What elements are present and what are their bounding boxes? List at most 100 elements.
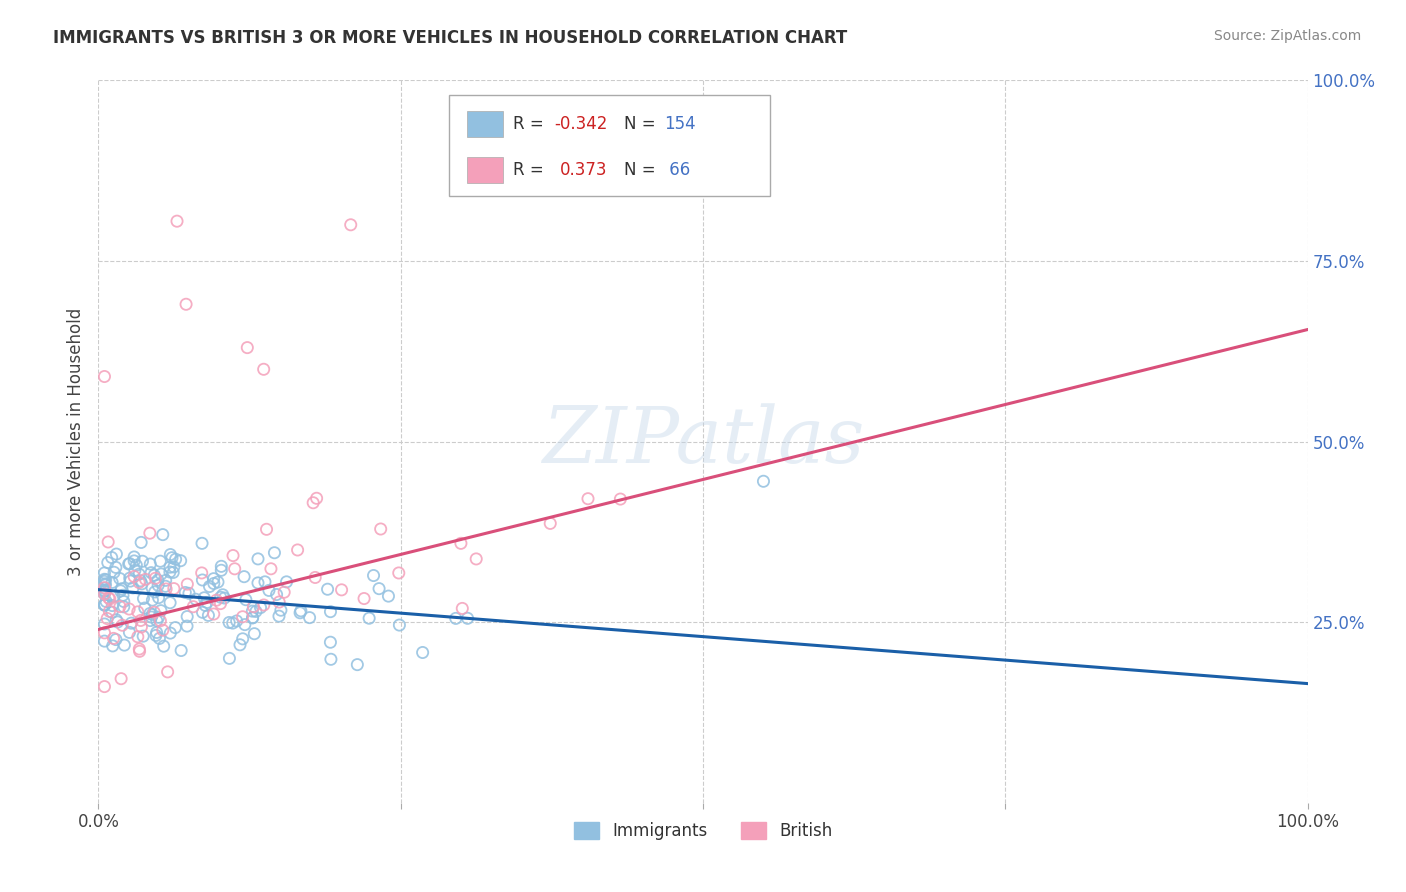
Point [93,634,115,648]
Point [235,592,257,607]
Point [253,574,276,589]
Point [111,618,134,632]
Point [152,639,174,653]
Point [176,577,198,591]
Point [143,571,166,585]
Point [576,491,599,506]
Point [149,614,172,628]
Point [143,585,166,599]
Point [108,599,131,614]
Point [148,632,170,646]
Point [103,566,125,580]
Point [174,585,197,599]
Point [93,574,115,589]
Point [287,543,309,558]
Point [93,680,115,694]
Point [465,552,488,566]
Point [98,591,121,606]
Point [94,577,117,591]
Y-axis label: 3 or more Vehicles in Household: 3 or more Vehicles in Household [66,308,84,575]
Point [198,579,221,593]
Point [377,589,399,603]
Text: -0.342: -0.342 [554,115,607,133]
Point [101,639,124,653]
Point [263,546,285,560]
Point [105,547,128,561]
Point [246,552,269,566]
Point [305,491,328,506]
Point [97,556,120,570]
Point [209,597,232,611]
Point [111,582,134,596]
Point [131,620,153,634]
FancyBboxPatch shape [467,157,503,183]
Point [169,554,191,568]
Point [93,566,115,580]
Point [118,602,141,616]
Point [155,579,177,593]
Point [368,582,391,596]
Point [202,572,225,586]
Point [233,617,256,632]
Point [451,601,474,615]
Point [218,615,240,630]
Point [194,599,217,613]
Point [243,626,266,640]
Point [242,611,264,625]
Point [145,628,167,642]
Point [93,598,115,612]
Point [97,591,120,605]
Point [96,611,118,625]
Point [122,569,145,583]
Point [209,563,232,577]
Point [191,536,214,550]
Point [139,557,162,571]
Point [139,614,162,628]
Point [176,619,198,633]
Point [107,615,129,629]
Point [93,625,115,640]
Point [103,590,125,604]
Point [122,549,145,564]
Point [191,605,214,619]
Point [131,577,153,591]
Point [160,550,183,565]
Point [353,591,375,606]
Point [229,638,252,652]
Point [128,575,150,590]
Point [139,526,162,541]
Point [122,581,145,595]
Point [159,596,181,610]
Point [222,549,245,563]
Point [330,582,353,597]
Point [145,614,167,628]
Point [457,611,479,625]
Point [127,630,149,644]
Point [162,566,184,580]
Text: 154: 154 [664,115,696,133]
Point [232,632,254,646]
Point [450,536,472,550]
Point [134,601,156,615]
Point [288,606,311,620]
Point [319,652,342,666]
Point [359,611,381,625]
Point [148,591,170,605]
Point [276,574,298,589]
Point [242,611,264,625]
Point [270,603,292,617]
Point [152,623,174,637]
Point [444,611,467,625]
Point [128,567,150,582]
Point [273,585,295,599]
Point [93,369,115,384]
Point [249,600,271,615]
Point [195,595,218,609]
Point [124,563,146,577]
Point [346,657,368,672]
Point [148,610,170,624]
Point [127,605,149,619]
Point [304,570,326,584]
Point [129,614,152,628]
Point [122,554,145,568]
